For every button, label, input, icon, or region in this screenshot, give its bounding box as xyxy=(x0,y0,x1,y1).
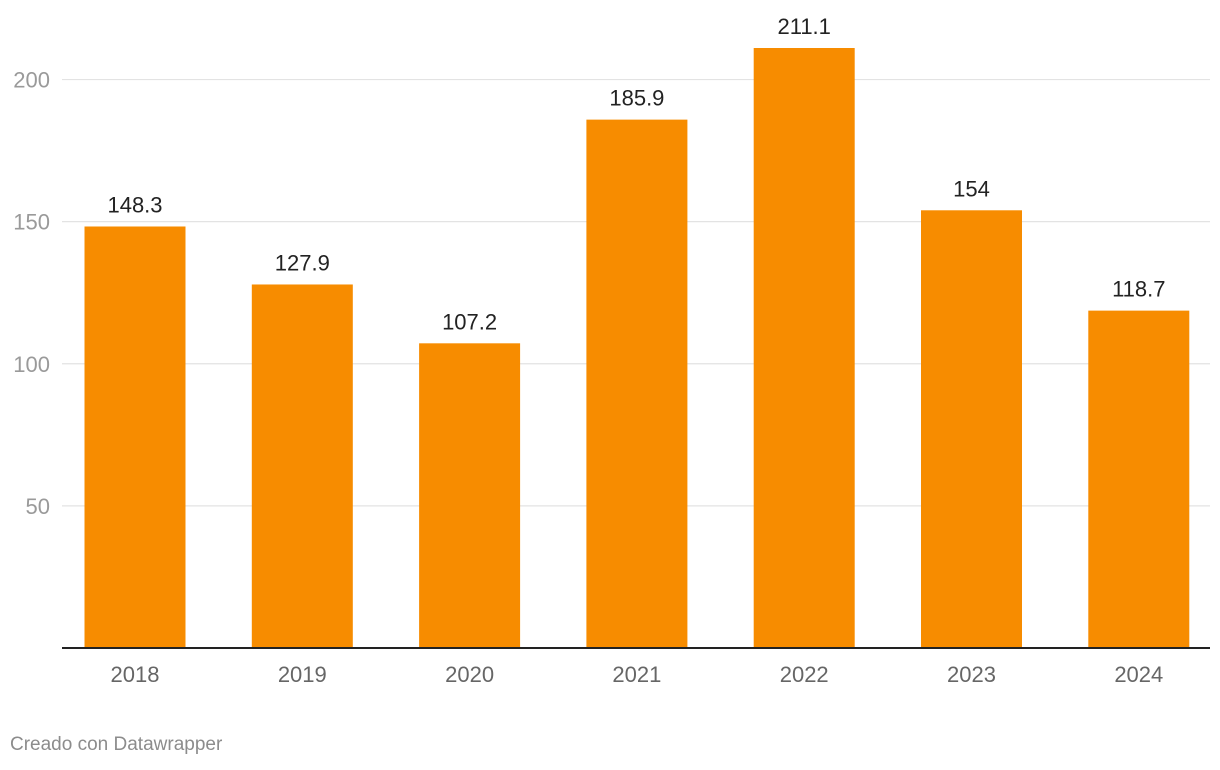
bar-2020 xyxy=(419,343,521,648)
x-category-label: 2023 xyxy=(947,662,996,687)
x-category-label: 2024 xyxy=(1114,662,1163,687)
bar-value-labels: 148.3 127.9 107.2 185.9 211.1 154 118.7 xyxy=(107,14,1165,334)
y-tick-label: 150 xyxy=(13,210,50,235)
bar-2023 xyxy=(921,210,1022,648)
bar-2018 xyxy=(84,226,186,649)
y-tick-label: 200 xyxy=(13,68,50,93)
bar-value-label: 185.9 xyxy=(609,86,664,111)
bar-2019 xyxy=(251,284,353,648)
bar-value-label: 211.1 xyxy=(777,14,830,39)
bars xyxy=(84,48,1190,649)
bar-2022 xyxy=(753,48,855,648)
bar-2021 xyxy=(586,119,688,649)
bar-value-label: 118.7 xyxy=(1112,277,1165,302)
y-axis-tick-labels: 50 100 150 200 xyxy=(13,68,50,519)
x-axis-category-labels: 2018 2019 2020 2021 2022 2023 2024 xyxy=(111,662,1164,687)
x-category-label: 2018 xyxy=(111,662,160,687)
datawrapper-credit: Creado con Datawrapper xyxy=(10,734,223,755)
x-category-label: 2019 xyxy=(278,662,327,687)
bar-value-label: 107.2 xyxy=(442,309,497,334)
bar-2024 xyxy=(1088,310,1190,648)
bar-value-label: 127.9 xyxy=(275,250,330,275)
x-category-label: 2022 xyxy=(780,662,829,687)
y-tick-label: 50 xyxy=(26,494,50,519)
bar-value-label: 154 xyxy=(953,176,990,201)
x-category-label: 2020 xyxy=(445,662,494,687)
y-tick-label: 100 xyxy=(13,352,50,377)
bar-value-label: 148.3 xyxy=(107,192,162,217)
x-category-label: 2021 xyxy=(612,662,661,687)
